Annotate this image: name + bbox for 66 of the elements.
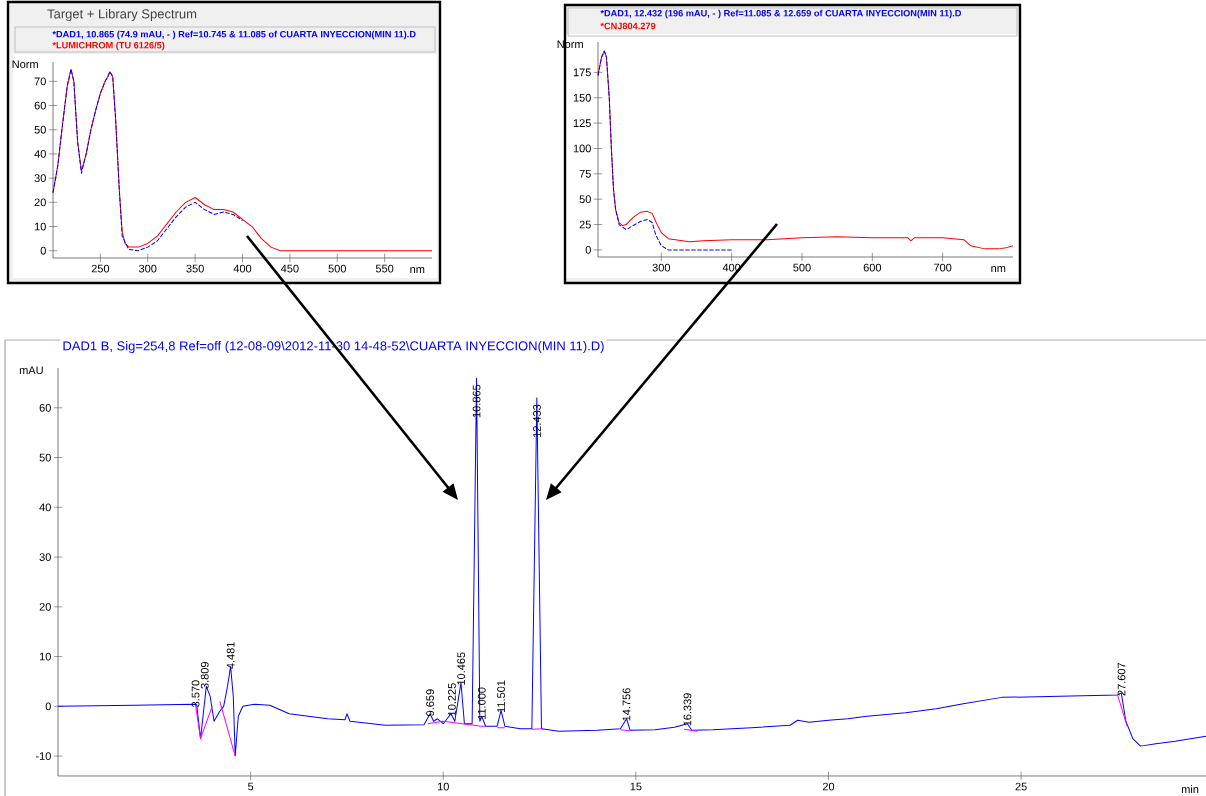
x-tick-label: 400	[233, 264, 252, 273]
y-tick-label: 75	[579, 170, 591, 178]
y-tick-label: 0	[40, 246, 46, 255]
line-series	[52, 68, 243, 252]
y-tick-label: 150	[573, 93, 591, 102]
annotation: 4.481	[226, 642, 235, 669]
annotation: 9.659	[426, 689, 434, 716]
x-tick-label: 15	[630, 782, 642, 791]
x-tick-label: 20	[822, 782, 835, 791]
x-tick-label: 450	[280, 264, 299, 273]
x-tick-label: 600	[863, 263, 882, 272]
annotation: 12.433	[533, 404, 541, 438]
y-tick-label: 10	[39, 652, 51, 661]
y-axis-title: Norm	[12, 60, 38, 69]
y-tick-label: 25	[579, 220, 591, 229]
annotation: 3.809	[200, 662, 209, 689]
y-tick-label: 50	[34, 125, 46, 134]
annotation: 11.000	[477, 687, 486, 720]
x-tick-label: 700	[934, 263, 952, 272]
annotation: 10.225	[448, 683, 456, 716]
y-tick-label: 20	[39, 602, 51, 611]
y-tick-label: 20	[34, 198, 46, 207]
annotation: 11.501	[497, 680, 505, 713]
annotation: 27.607	[1117, 662, 1126, 696]
x-axis-title: nm	[410, 267, 425, 273]
line-series	[597, 50, 1014, 250]
text: *CNJ804.279	[600, 22, 656, 30]
y-tick-label: 0	[45, 702, 51, 711]
y-tick-label: -10	[35, 752, 51, 760]
x-tick-label: 10	[437, 782, 449, 791]
y-tick-label: 10	[34, 222, 46, 231]
x-axis-title: min	[1181, 785, 1199, 794]
y-tick-label: 40	[39, 503, 51, 512]
text: *DAD1, 10.865 (74.9 mAU, - ) Ref=10.745 & 11.085 of CUARTA INYECCION(MIN 11).D	[52, 30, 416, 40]
x-tick-label: 5	[248, 782, 254, 791]
y-tick-label: 60	[34, 101, 46, 110]
y-tick-label: 50	[39, 453, 51, 462]
y-tick-label: 175	[573, 68, 591, 77]
y-tick-label: 60	[39, 403, 51, 412]
chart-title: Target + Library Spectrum	[47, 8, 197, 22]
annotation: 14.756	[622, 688, 631, 721]
x-tick-label: 300	[138, 264, 157, 273]
x-tick-label: 250	[91, 264, 110, 273]
annotation: 10.865	[472, 384, 481, 418]
x-tick-label: 25	[1015, 782, 1027, 791]
annotation: 16.339	[683, 693, 692, 726]
y-tick-label: 40	[34, 150, 46, 158]
annotation: 3.570	[191, 680, 200, 708]
y-axis-title: mAU	[19, 366, 43, 375]
y-tick-label: 50	[579, 195, 591, 204]
x-axis-title: nm	[991, 266, 1006, 272]
x-tick-label: 500	[328, 264, 346, 273]
x-tick-label: 500	[793, 263, 811, 272]
x-tick-label: 300	[652, 263, 671, 272]
x-tick-label: 550	[375, 264, 394, 273]
annotation: 10.465	[457, 652, 466, 685]
text: *DAD1, 12.432 (196 mAU, - ) Ref=11.085 & 12.659 of CUARTA INYECCION(MIN 11).D	[600, 9, 962, 19]
x-tick-label: 350	[186, 264, 204, 273]
line-series	[57, 377, 1206, 757]
y-tick-label: 30	[39, 553, 51, 561]
y-tick-label: 0	[585, 245, 591, 254]
y-tick-label: 125	[573, 119, 591, 127]
text: *LUMICHROM (TU 6126/5)	[52, 41, 165, 51]
y-tick-label: 100	[573, 144, 591, 153]
y-tick-label: 30	[34, 174, 46, 183]
y-tick-label: 70	[34, 77, 46, 86]
